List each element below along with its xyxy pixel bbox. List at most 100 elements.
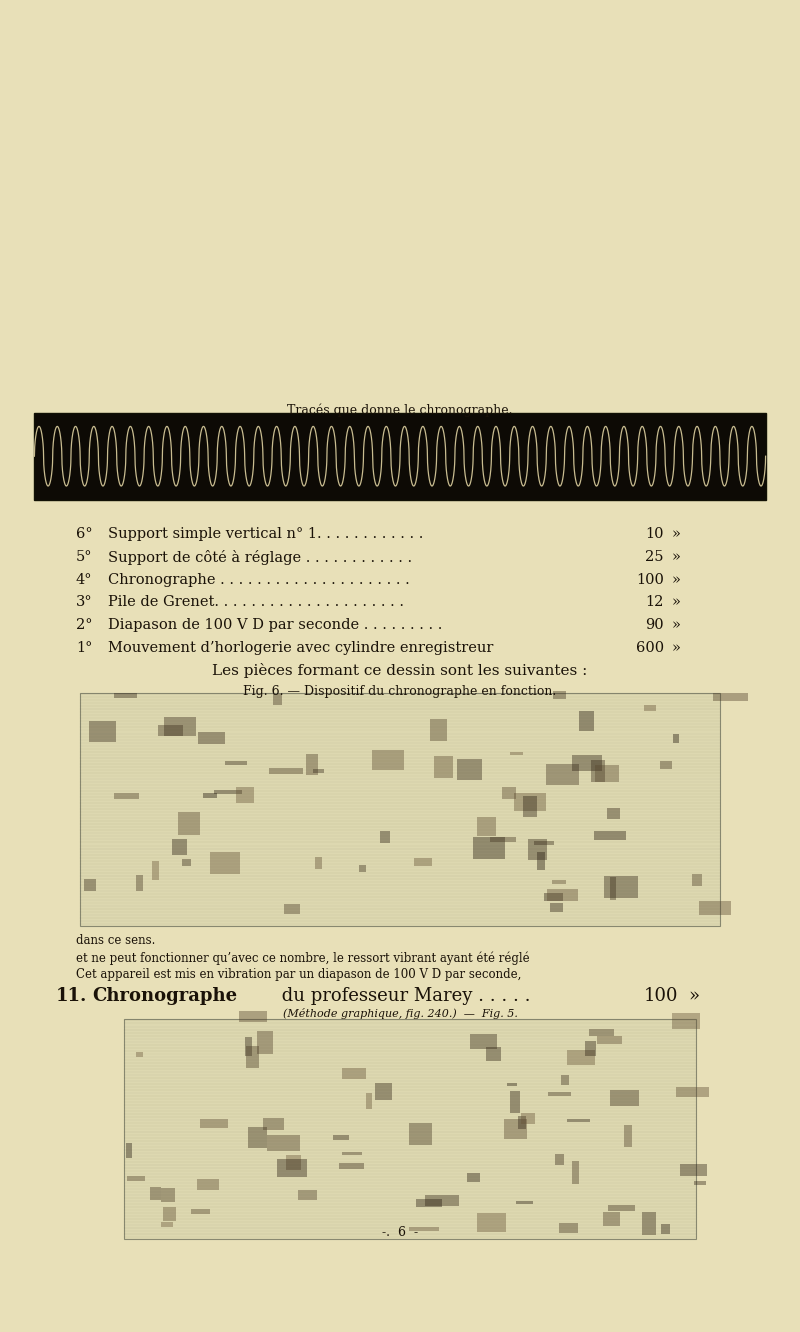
- Bar: [553, 879, 566, 883]
- Text: -.  6  -: -. 6 -: [382, 1225, 418, 1239]
- Bar: [162, 1188, 174, 1203]
- Bar: [680, 1164, 707, 1176]
- Bar: [591, 761, 605, 782]
- Text: »: »: [672, 573, 681, 587]
- Bar: [516, 1201, 533, 1204]
- Bar: [197, 1179, 219, 1189]
- Bar: [372, 750, 405, 770]
- Bar: [315, 856, 322, 868]
- Bar: [434, 757, 454, 778]
- Bar: [425, 1195, 458, 1205]
- Bar: [676, 1087, 709, 1096]
- Bar: [375, 1083, 392, 1100]
- Bar: [257, 1031, 274, 1054]
- Bar: [502, 787, 516, 799]
- Bar: [609, 1204, 635, 1211]
- Text: Support de côté à réglage . . . . . . . . . . . .: Support de côté à réglage . . . . . . . …: [108, 550, 412, 565]
- Text: 25: 25: [646, 550, 664, 565]
- Bar: [286, 1155, 301, 1169]
- Text: 90: 90: [646, 618, 664, 633]
- Bar: [478, 817, 496, 836]
- Text: »: »: [672, 618, 681, 633]
- Bar: [606, 807, 620, 819]
- Bar: [359, 866, 366, 872]
- Bar: [597, 1036, 622, 1044]
- Bar: [467, 1172, 480, 1181]
- Text: (Méthode graphique, fig. 240.)  —  Fig. 5.: (Méthode graphique, fig. 240.) — Fig. 5.: [282, 1008, 518, 1019]
- Bar: [572, 755, 602, 771]
- Bar: [644, 705, 657, 711]
- Bar: [661, 1224, 670, 1233]
- Text: 1°: 1°: [76, 641, 92, 655]
- Text: Tracés que donne le chronographe.: Tracés que donne le chronographe.: [287, 404, 513, 417]
- Bar: [274, 694, 282, 706]
- Bar: [544, 894, 563, 900]
- Bar: [504, 1119, 527, 1139]
- Bar: [477, 1213, 506, 1232]
- Bar: [510, 1091, 520, 1114]
- Bar: [538, 852, 545, 870]
- Bar: [236, 787, 254, 803]
- Text: 3°: 3°: [76, 595, 93, 610]
- Bar: [578, 710, 594, 730]
- Text: Pile de Grenet. . . . . . . . . . . . . . . . . . . . .: Pile de Grenet. . . . . . . . . . . . . …: [108, 595, 404, 610]
- Bar: [507, 1083, 518, 1087]
- Text: du professeur Marey . . . . .: du professeur Marey . . . . .: [276, 987, 530, 1006]
- Bar: [610, 878, 616, 900]
- Bar: [457, 759, 482, 779]
- Bar: [124, 1019, 696, 1239]
- Bar: [342, 1068, 366, 1079]
- Bar: [239, 1011, 267, 1022]
- Bar: [694, 1181, 706, 1185]
- Bar: [624, 1126, 632, 1147]
- Bar: [203, 793, 217, 798]
- Bar: [594, 831, 626, 840]
- Text: »: »: [672, 641, 681, 655]
- Bar: [163, 1207, 176, 1221]
- Bar: [246, 1047, 259, 1068]
- Bar: [486, 1047, 501, 1060]
- Bar: [561, 1075, 570, 1086]
- Bar: [89, 721, 116, 742]
- Bar: [277, 1159, 306, 1176]
- Bar: [126, 1143, 132, 1159]
- Text: Cet appareil est mis en vibration par un diapason de 100 V D par seconde,: Cet appareil est mis en vibration par un…: [76, 968, 522, 982]
- Bar: [490, 836, 516, 842]
- Bar: [150, 1187, 161, 1200]
- Text: 100: 100: [636, 573, 664, 587]
- Bar: [313, 770, 324, 773]
- Bar: [136, 1052, 143, 1058]
- Bar: [660, 761, 671, 770]
- Bar: [298, 1189, 318, 1200]
- Bar: [162, 1221, 173, 1227]
- Bar: [198, 731, 225, 743]
- Bar: [182, 859, 191, 866]
- Text: Fig. 6. — Dispositif du chronographe en fonction.: Fig. 6. — Dispositif du chronographe en …: [243, 685, 557, 698]
- Bar: [284, 904, 301, 914]
- Bar: [514, 793, 546, 811]
- Bar: [553, 691, 566, 699]
- Text: 100: 100: [644, 987, 678, 1006]
- Bar: [416, 1199, 442, 1207]
- Bar: [566, 1119, 590, 1123]
- Bar: [674, 734, 678, 743]
- Text: 12: 12: [646, 595, 664, 610]
- Bar: [178, 813, 200, 835]
- Text: »: »: [672, 550, 681, 565]
- Bar: [603, 1212, 620, 1227]
- Bar: [572, 1162, 579, 1184]
- Bar: [713, 693, 747, 701]
- Bar: [151, 860, 158, 880]
- Bar: [267, 1135, 301, 1151]
- Bar: [671, 1012, 701, 1030]
- Bar: [414, 858, 432, 866]
- Text: Chronographe: Chronographe: [92, 987, 237, 1006]
- Bar: [589, 1030, 614, 1036]
- Bar: [190, 1209, 210, 1213]
- Text: et ne peut fonctionner qu’avec ce nombre, le ressort vibrant ayant été réglé: et ne peut fonctionner qu’avec ce nombre…: [76, 951, 530, 964]
- Bar: [164, 717, 196, 737]
- Bar: [84, 879, 96, 891]
- Text: 4°: 4°: [76, 573, 93, 587]
- Bar: [410, 1123, 432, 1146]
- Bar: [546, 763, 578, 785]
